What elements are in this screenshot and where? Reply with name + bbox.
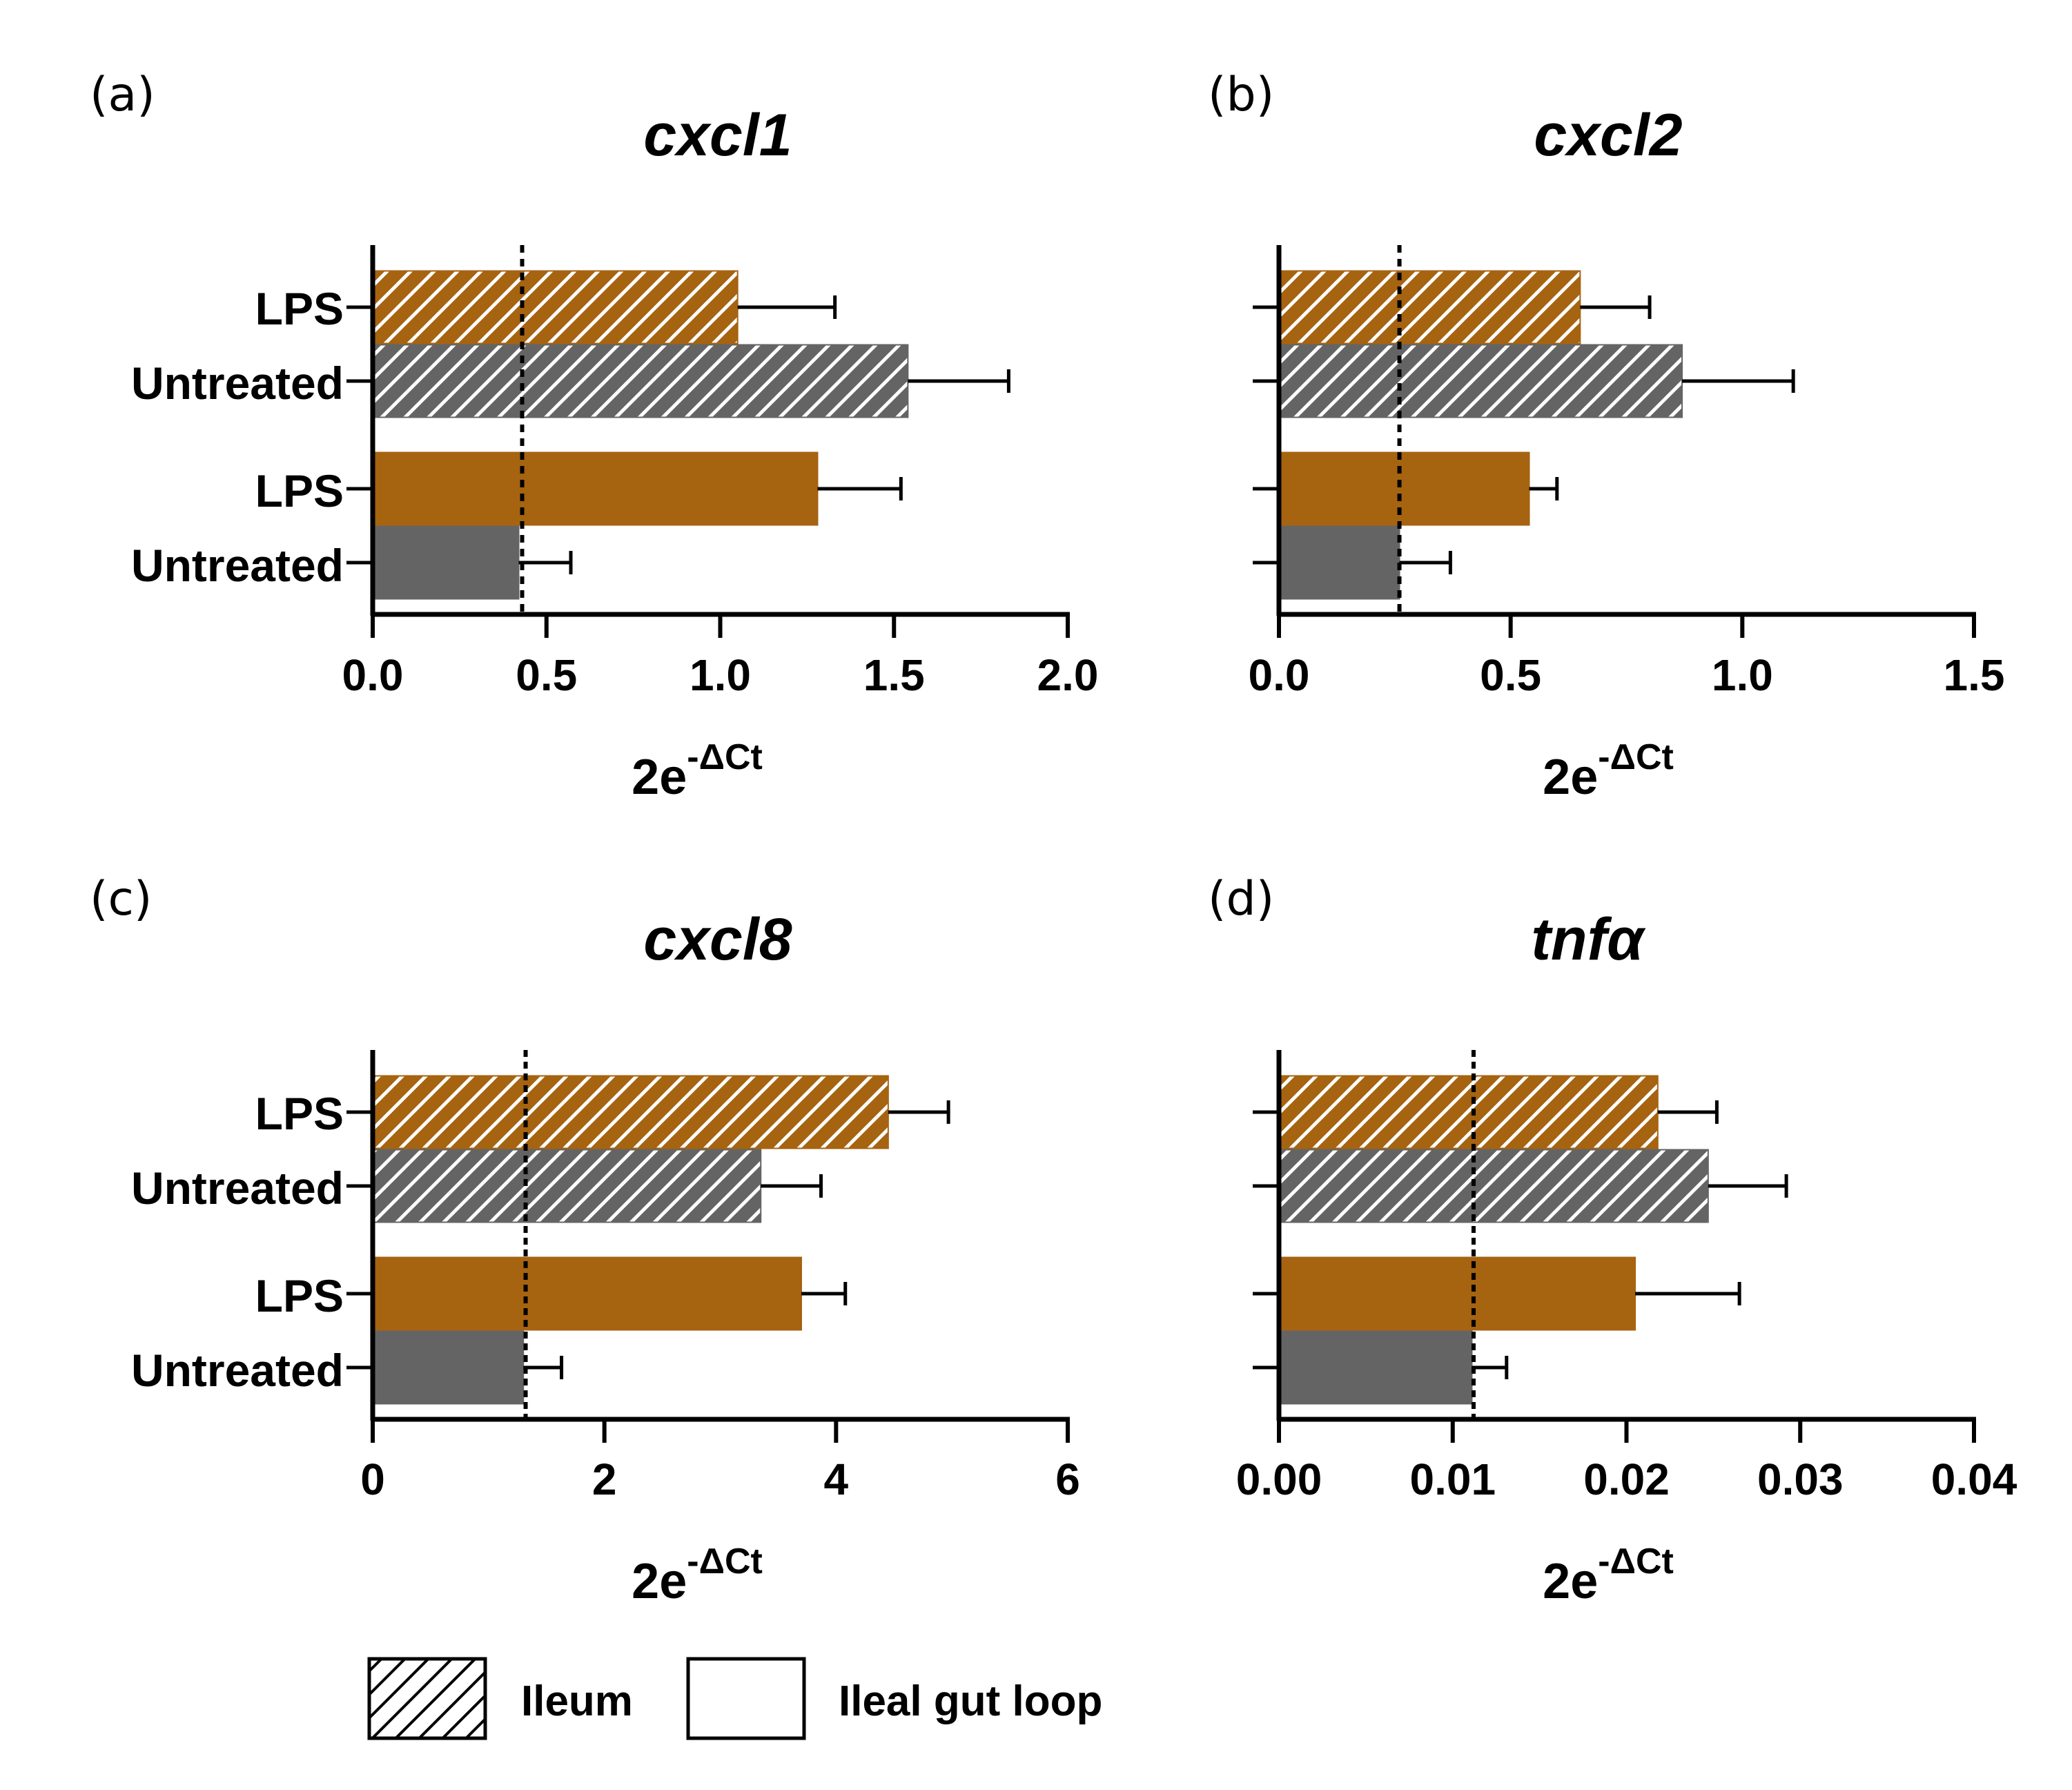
x-axis-title-base: 2e <box>632 750 687 805</box>
bar-untreated-ileum <box>372 1149 762 1223</box>
x-axis-title: 2e-ΔCt <box>632 737 763 805</box>
x-tick-label: 1.0 <box>690 650 751 700</box>
bar-untreated-gut-loop <box>1278 525 1400 600</box>
x-tick-label: 0.04 <box>1931 1455 2017 1504</box>
chart-title: cxcl2 <box>1534 102 1682 168</box>
x-axis-title-superscript: -ΔCt <box>1598 737 1674 777</box>
panel-a: (a) cxcl1 LPS Untreated LPS Untreated 0.… <box>90 68 1098 805</box>
bar-untreated-gut-loop <box>372 1330 525 1405</box>
category-label: LPS <box>255 465 344 516</box>
x-axis-title: 2e-ΔCt <box>1543 1541 1674 1609</box>
bar-lps-ileum <box>1278 270 1581 344</box>
bar-lps-gut-loop <box>372 451 819 526</box>
category-label: Untreated <box>131 1162 344 1214</box>
x-tick-label: 0.00 <box>1236 1455 1322 1504</box>
x-axis-title-base: 2e <box>1543 750 1598 805</box>
x-tick-label: 0.0 <box>1249 650 1310 700</box>
panel-label: (a) <box>90 68 155 122</box>
panel-b: (b) cxcl2 0.0 0.5 1.0 1.5 2e-ΔCt <box>1208 68 2004 805</box>
panel-label: (c) <box>90 872 152 926</box>
x-axis-title-superscript: -ΔCt <box>687 737 763 777</box>
plot-area <box>346 1050 1070 1443</box>
x-axis-title-base: 2e <box>1543 1554 1598 1609</box>
legend-label: Ileal gut loop <box>839 1677 1102 1725</box>
legend-swatch-solid <box>686 1657 806 1740</box>
plot-area <box>346 245 1070 638</box>
x-tick-label: 0.5 <box>1480 650 1541 700</box>
x-tick-label: 4 <box>824 1455 849 1504</box>
x-axis-title: 2e-ΔCt <box>1543 737 1674 805</box>
x-tick-label: 2.0 <box>1037 650 1099 700</box>
bar-untreated-ileum <box>372 344 909 418</box>
category-label: LPS <box>255 1088 344 1139</box>
panel-label: (b) <box>1208 68 1274 122</box>
x-axis-title-superscript: -ΔCt <box>1598 1541 1674 1582</box>
legend-swatch-hatched <box>367 1657 487 1740</box>
legend: Ileum Ileal gut loop <box>367 1657 1102 1740</box>
x-axis-title-superscript: -ΔCt <box>687 1541 763 1582</box>
category-label: Untreated <box>131 1345 344 1396</box>
bar-lps-ileum <box>1278 1075 1659 1149</box>
chart-title: cxcl1 <box>643 102 792 168</box>
x-tick-label: 0 <box>360 1455 385 1504</box>
x-tick-label: 6 <box>1055 1455 1080 1504</box>
plot-area <box>1253 1050 1976 1443</box>
bar-untreated-gut-loop <box>372 525 520 600</box>
panel-c: (c) cxcl8 LPS Untreated LPS Untreated 0 … <box>90 872 1080 1609</box>
category-label: LPS <box>255 283 344 334</box>
category-label: LPS <box>255 1270 344 1321</box>
bar-lps-gut-loop <box>1278 451 1530 526</box>
bar-lps-ileum <box>372 1075 889 1149</box>
plot-area <box>1253 245 1976 638</box>
bar-lps-gut-loop <box>372 1256 802 1331</box>
bar-untreated-ileum <box>1278 1149 1709 1223</box>
bar-untreated-ileum <box>1278 344 1683 418</box>
x-tick-label: 1.5 <box>1944 650 2005 700</box>
x-axis-title-base: 2e <box>632 1554 687 1609</box>
x-tick-label: 0.5 <box>516 650 577 700</box>
panel-d: (d) tnfα 0.00 0.01 0.02 0.03 0.04 2e-ΔCt <box>1208 872 2017 1609</box>
legend-label: Ileum <box>521 1677 633 1725</box>
bar-untreated-gut-loop <box>1278 1330 1473 1405</box>
x-tick-label: 1.5 <box>863 650 925 700</box>
x-axis-title: 2e-ΔCt <box>632 1541 763 1609</box>
panel-label: (d) <box>1208 872 1274 926</box>
x-tick-label: 0.0 <box>342 650 404 700</box>
x-tick-label: 2 <box>592 1455 617 1504</box>
bar-lps-gut-loop <box>1278 1256 1636 1331</box>
x-tick-label: 0.02 <box>1583 1455 1670 1504</box>
bar-lps-ileum <box>372 270 739 344</box>
category-label: Untreated <box>131 358 344 409</box>
chart-title: tnfα <box>1531 906 1646 973</box>
chart-title: cxcl8 <box>643 906 792 973</box>
x-tick-label: 0.01 <box>1409 1455 1496 1504</box>
category-label: Untreated <box>131 540 344 591</box>
x-tick-label: 1.0 <box>1712 650 1773 700</box>
x-tick-label: 0.03 <box>1757 1455 1844 1504</box>
